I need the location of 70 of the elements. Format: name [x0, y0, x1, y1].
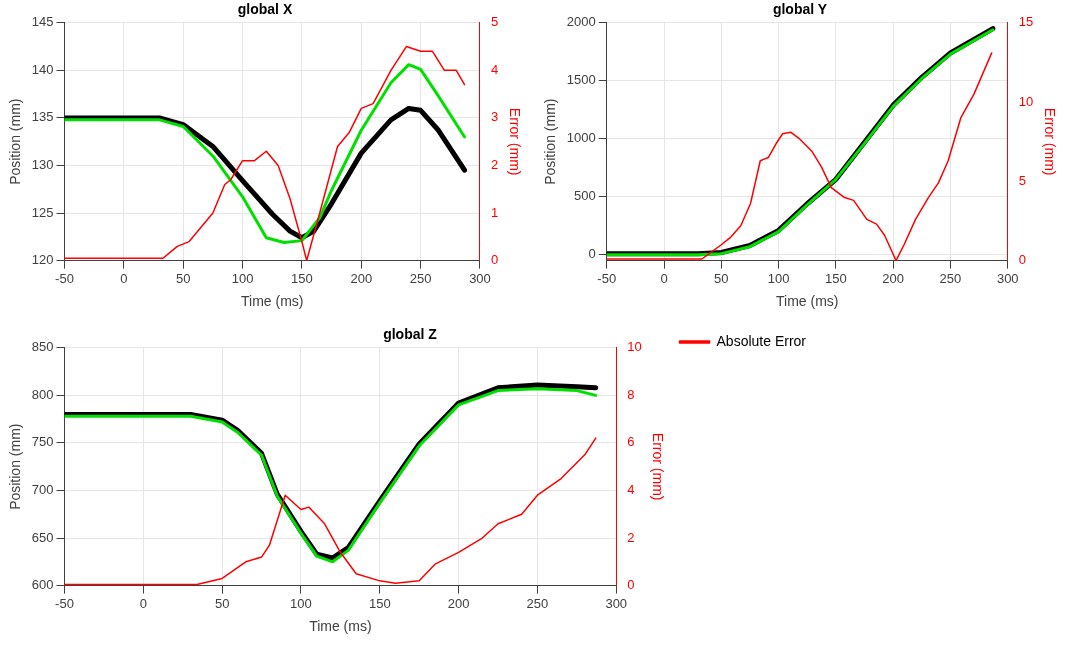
- y2-tick-label: 5: [490, 14, 499, 30]
- y-tick-label: 140: [31, 61, 54, 77]
- x-tick-label: -50: [597, 270, 617, 286]
- y-tick-label: 600: [31, 577, 54, 593]
- y2-tick-label: 10: [1018, 93, 1034, 109]
- y2-axis-title: Error (mm): [1041, 107, 1058, 176]
- y2-tick-label: 15: [1018, 14, 1034, 30]
- x-axis-title: Time (ms): [241, 293, 304, 310]
- y-tick-label: 125: [31, 204, 54, 220]
- y-tick-label: 120: [31, 252, 54, 268]
- x-tick-label: 0: [120, 270, 128, 286]
- x-tick-label: 300: [469, 270, 491, 286]
- y2-tick-label: 8: [627, 386, 635, 402]
- x-tick-label: 150: [368, 595, 391, 611]
- y-tick-label: 850: [31, 339, 54, 355]
- y2-tick-label: 1: [490, 204, 499, 220]
- y-axis-title: Position (mm): [7, 98, 24, 185]
- x-tick-label: 300: [605, 595, 628, 611]
- x-tick-label: -50: [55, 595, 74, 611]
- x-tick-label: 200: [882, 270, 905, 286]
- x-tick-label: 250: [409, 270, 432, 286]
- legend-label: Absolute Error: [716, 332, 807, 349]
- y2-axis-title: Error (mm): [506, 107, 523, 176]
- y-tick-label: 800: [31, 386, 54, 402]
- chart-title: global Y: [772, 1, 828, 18]
- y2-tick-label: 0: [490, 252, 499, 268]
- y-axis-title: Position (mm): [7, 423, 24, 510]
- x-tick-label: 0: [660, 270, 668, 286]
- y2-tick-label: 0: [1018, 252, 1026, 268]
- y-tick-label: 135: [31, 109, 54, 125]
- y2-axis-title: Error (mm): [650, 432, 667, 501]
- chart-title: global X: [237, 1, 293, 18]
- y2-tick-label: 2: [627, 529, 635, 545]
- x-tick-label: 50: [714, 270, 729, 286]
- y2-tick-label: 2: [490, 157, 499, 173]
- x-tick-label: 250: [526, 595, 549, 611]
- y-tick-label: 0: [588, 246, 596, 262]
- x-tick-label: 150: [825, 270, 847, 286]
- x-tick-label: 50: [214, 595, 230, 611]
- x-tick-label: 300: [996, 270, 1019, 286]
- y2-tick-label: 5: [1018, 172, 1026, 188]
- y-tick-label: 650: [31, 529, 54, 545]
- x-tick-label: 50: [175, 270, 191, 286]
- y2-tick-label: 10: [627, 339, 642, 355]
- x-tick-label: 0: [139, 595, 147, 611]
- y-tick-label: 750: [31, 434, 54, 450]
- y-tick-label: 500: [574, 188, 596, 204]
- x-tick-label: 100: [290, 595, 312, 611]
- x-tick-label: -50: [55, 270, 74, 286]
- y-tick-label: 1000: [566, 130, 596, 146]
- x-axis-title: Time (ms): [309, 618, 372, 635]
- y-tick-label: 700: [31, 482, 54, 498]
- x-tick-label: 150: [291, 270, 313, 286]
- y2-tick-label: 6: [627, 434, 635, 450]
- x-tick-label: 250: [939, 270, 962, 286]
- y2-tick-label: 4: [490, 61, 499, 77]
- y-tick-label: 1500: [566, 72, 596, 88]
- x-tick-label: 100: [231, 270, 254, 286]
- x-axis-title: Time (ms): [776, 293, 839, 310]
- y2-tick-label: 4: [627, 482, 635, 498]
- x-tick-label: 200: [447, 595, 470, 611]
- y-tick-label: 2000: [566, 14, 596, 30]
- y-tick-label: 130: [31, 157, 54, 173]
- x-tick-label: 100: [767, 270, 790, 286]
- y-tick-label: 145: [31, 14, 54, 30]
- chart-title: global Z: [383, 326, 438, 343]
- x-tick-label: 200: [350, 270, 373, 286]
- y-axis-title: Position (mm): [542, 98, 559, 185]
- y2-tick-label: 3: [490, 109, 499, 125]
- y2-tick-label: 0: [627, 577, 635, 593]
